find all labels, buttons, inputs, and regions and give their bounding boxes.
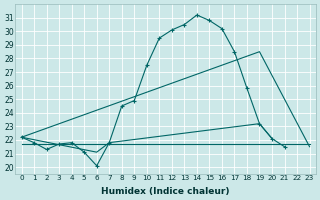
X-axis label: Humidex (Indice chaleur): Humidex (Indice chaleur) <box>101 187 230 196</box>
